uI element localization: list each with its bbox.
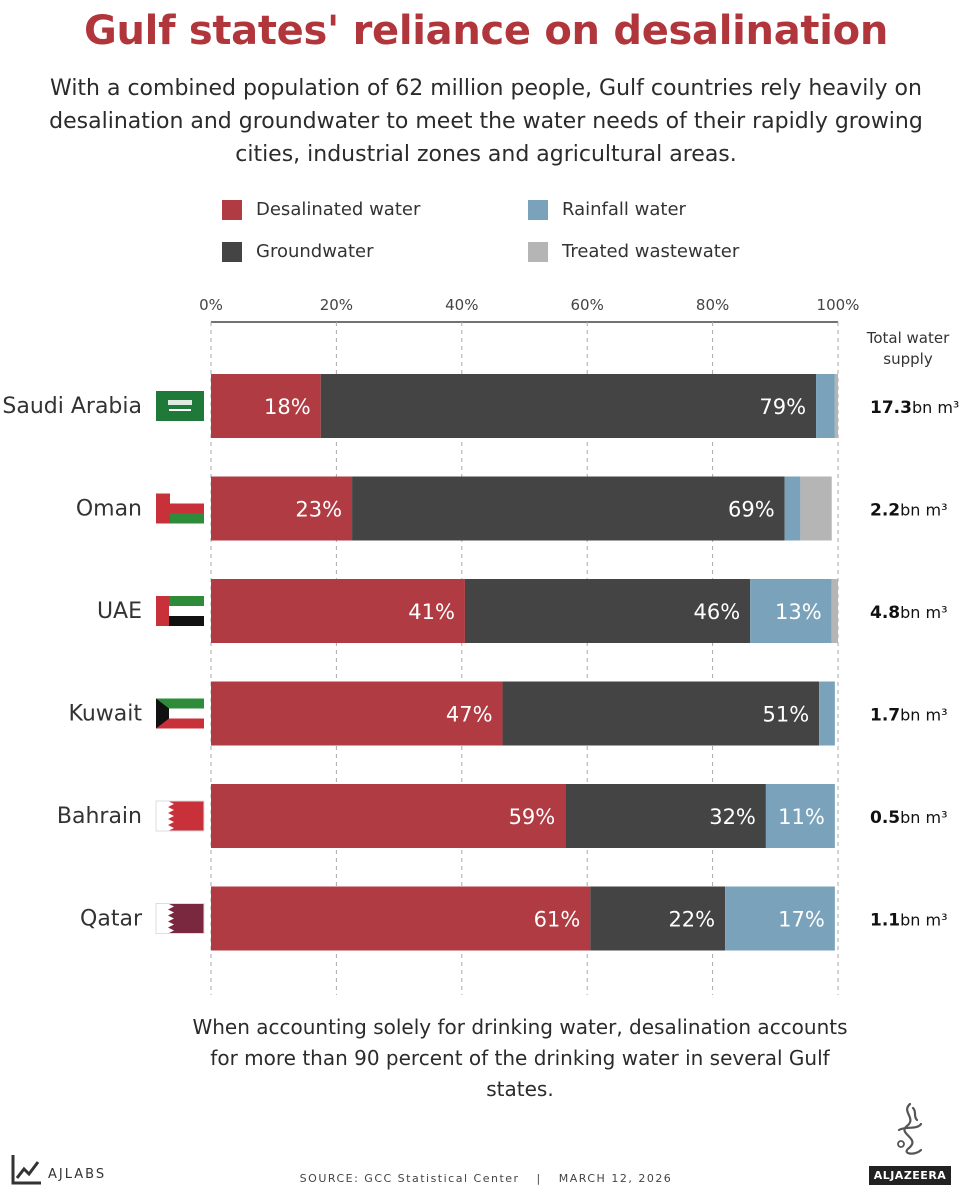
data-label: 41% [408,600,455,624]
aljazeera-wordmark: ALJAZEERA [868,1166,952,1185]
ajlabs-logo: AJLABS [10,1152,106,1186]
flag-icon-qatar [155,903,205,934]
flag-icon-uae [156,596,204,626]
bar-segment-rainfall-water [765,784,835,848]
data-label: 47% [446,703,493,727]
bar-segment-groundwater [502,681,820,746]
data-label: 23% [295,498,342,522]
page-title: Gulf states' reliance on desalination [83,8,889,54]
source-footer: SOURCE: GCC Statistical Center | MARCH 1… [0,1172,972,1185]
flag-icon-kuwait [156,698,204,729]
legend-label: Treated wastewater [562,241,740,262]
bar-segment-desalinated-water [211,886,591,951]
bar-segment-desalinated-water [211,476,353,541]
bar-segment-rainfall-water [750,579,832,643]
bar-segment-rainfall-water [784,476,801,541]
x-tick-label: 40% [445,296,478,314]
legend-label: Rainfall water [562,199,686,220]
bar-segment-groundwater [464,579,751,643]
legend: Desalinated water Rainfall water Groundw… [0,190,972,280]
ajlabs-icon [11,1155,41,1185]
data-label: 61% [534,908,581,932]
ajlabs-text: AJLABS [48,1167,107,1182]
data-label: 79% [759,395,806,419]
data-label: 69% [728,498,775,522]
data-label: 51% [763,703,810,727]
data-label: 11% [778,805,825,829]
total-value-saudi-arabia: 17.3bn m³ [870,398,959,418]
legend-swatch-desalinated [222,199,242,220]
category-label-bahrain: Bahrain [57,804,142,829]
category-label-uae: UAE [97,599,142,624]
bar-segment-rainfall-water [816,374,835,438]
legend-label: Groundwater [256,241,374,262]
bar-segment-groundwater [565,784,766,848]
legend-item-wastewater: Treated wastewater [528,241,739,262]
x-tick-label: 60% [571,296,604,314]
legend-swatch-rainfall [528,199,548,220]
bar-segment-desalinated-water [211,784,566,848]
category-label-oman: Oman [76,497,142,522]
category-label-qatar: Qatar [80,907,143,932]
flag-icon-bahrain [155,800,205,832]
bar-segment-rainfall-water [819,681,835,746]
data-label: 13% [775,600,822,624]
data-label: 32% [709,805,756,829]
bar-segment-groundwater [320,374,817,438]
footnote: When accounting solely for drinking wate… [192,1015,848,1101]
legend-item-desalinated: Desalinated water [222,199,420,220]
legend-item-rainfall: Rainfall water [528,199,686,220]
bar-segment-desalinated-water [211,374,321,438]
bar-segment-treated-wastewater [834,374,838,438]
date-text: MARCH 12, 2026 [558,1172,673,1185]
stacked-bar-chart: 0% 20% 40% 60% 80% 100% Total water supply Saud… [2,296,959,995]
x-tick-label: 20% [320,296,353,314]
bar-segment-groundwater [352,476,785,541]
total-header: Total water supply [866,329,950,368]
data-label: 22% [668,908,715,932]
legend-swatch-wastewater [528,241,548,262]
data-label: 18% [264,395,311,419]
flag-icon-oman [156,493,204,524]
bar-segment-treated-wastewater [800,476,832,541]
category-label-kuwait: Kuwait [69,702,143,727]
bar-segment-rainfall-water [725,886,835,951]
total-value-bahrain: 0.5bn m³ [870,808,948,828]
bar-segment-desalinated-water [211,579,465,643]
total-value-uae: 4.8bn m³ [870,603,948,623]
data-label: 59% [509,805,556,829]
flag-icon-saudi-arabia [156,391,204,421]
legend-item-groundwater: Groundwater [222,241,374,262]
legend-label: Desalinated water [256,199,421,220]
x-tick-label: 100% [817,296,860,314]
subtitle: With a combined population of 62 million… [49,76,923,167]
total-value-kuwait: 1.7bn m³ [870,706,948,726]
total-value-oman: 2.2bn m³ [870,501,948,521]
bar-segment-treated-wastewater [831,579,838,643]
x-tick-label: 80% [696,296,729,314]
data-label: 46% [694,600,741,624]
aljazeera-logo: ALJAZEERA [864,1100,956,1185]
total-value-qatar: 1.1bn m³ [870,911,948,931]
source-text: SOURCE: GCC Statistical Center [299,1172,520,1185]
footer-separator: | [536,1172,542,1185]
legend-swatch-groundwater [222,241,242,262]
category-label-saudi-arabia: Saudi Arabia [2,394,142,419]
bar-segment-desalinated-water [211,681,503,746]
data-label: 17% [778,908,825,932]
x-tick-label: 0% [199,296,223,314]
aljazeera-emblem-icon [897,1102,923,1155]
bar-segment-groundwater [590,886,726,951]
